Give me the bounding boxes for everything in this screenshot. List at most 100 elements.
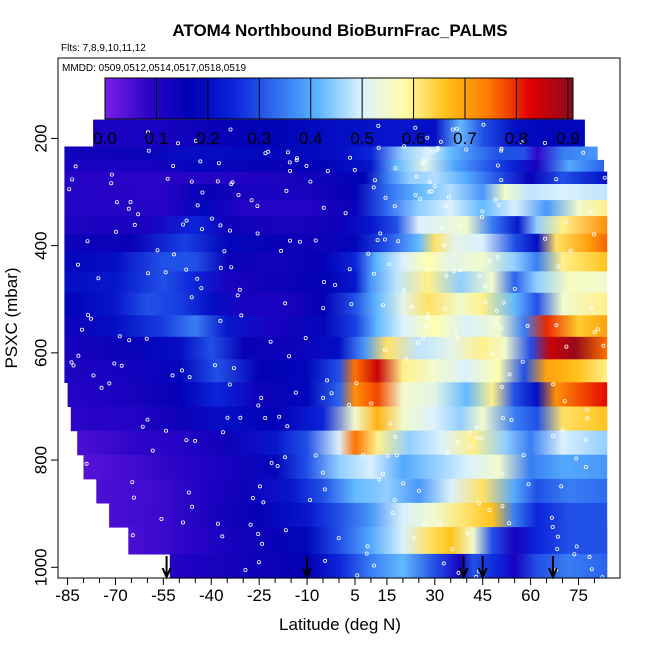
sample-point bbox=[180, 520, 185, 525]
heatmap-layer bbox=[64, 336, 608, 360]
sample-point bbox=[283, 528, 288, 533]
x-tick-label: -55 bbox=[151, 586, 176, 605]
sample-point bbox=[480, 214, 485, 219]
sample-point bbox=[549, 515, 554, 520]
sample-point bbox=[243, 568, 248, 573]
sample-point bbox=[589, 305, 594, 310]
colorbar-tick-label: 0.1 bbox=[145, 129, 169, 148]
sample-point bbox=[159, 517, 164, 522]
sample-point bbox=[425, 267, 430, 272]
sample-point bbox=[499, 148, 504, 153]
heatmap-layer bbox=[96, 478, 608, 504]
sample-point bbox=[70, 177, 75, 182]
sample-point bbox=[509, 417, 514, 422]
x-tick-label: -70 bbox=[103, 586, 128, 605]
chart-title: ATOM4 Northbound BioBurnFrac_PALMS bbox=[172, 21, 507, 40]
sample-point bbox=[323, 558, 328, 563]
sample-point bbox=[76, 353, 81, 358]
colorbar-tick-label: 0.0 bbox=[93, 129, 117, 148]
x-tick-label: 15 bbox=[377, 586, 396, 605]
arrow-head bbox=[548, 567, 558, 580]
sample-point bbox=[285, 424, 290, 429]
sample-point bbox=[490, 352, 495, 357]
sample-point bbox=[288, 168, 293, 173]
sample-point bbox=[584, 464, 589, 469]
sample-point bbox=[435, 147, 440, 152]
sample-point bbox=[308, 497, 313, 502]
y-tick-label: 600 bbox=[31, 339, 50, 367]
sample-point bbox=[212, 363, 217, 368]
y-axis: 200 400 600 800 1000 bbox=[31, 124, 59, 586]
sample-point bbox=[220, 430, 225, 435]
sample-point bbox=[427, 189, 432, 194]
sample-point bbox=[257, 484, 262, 489]
sample-point bbox=[411, 536, 416, 541]
sample-point bbox=[413, 125, 418, 130]
sample-point bbox=[80, 327, 85, 332]
sample-point bbox=[322, 487, 327, 492]
sample-point bbox=[432, 184, 437, 189]
sample-point bbox=[555, 534, 560, 539]
sample-point bbox=[199, 286, 204, 291]
sample-point bbox=[321, 306, 326, 311]
sample-point bbox=[496, 203, 501, 208]
sample-point bbox=[498, 325, 503, 330]
sample-point bbox=[385, 453, 390, 458]
sample-point bbox=[146, 148, 151, 153]
sample-point bbox=[136, 212, 141, 217]
sample-point bbox=[284, 188, 289, 193]
heatmap-layer bbox=[83, 454, 608, 480]
sample-point bbox=[393, 166, 398, 171]
sample-point bbox=[564, 344, 569, 349]
sample-point bbox=[562, 399, 567, 404]
sample-point bbox=[390, 510, 395, 515]
colorbar-gradient bbox=[104, 77, 574, 120]
sample-point bbox=[222, 249, 227, 254]
x-tick-label: 5 bbox=[350, 586, 359, 605]
heatmap-layer bbox=[64, 359, 608, 383]
heatmap-layer bbox=[67, 382, 608, 407]
sample-point bbox=[308, 179, 313, 184]
sample-point bbox=[131, 495, 136, 500]
dates-note: MMDD: 0509,0512,0514,0517,0518,0519 bbox=[62, 63, 246, 74]
y-tick-label: 400 bbox=[31, 231, 50, 259]
sample-point bbox=[455, 335, 460, 340]
sample-point bbox=[443, 203, 448, 208]
sample-point bbox=[416, 340, 421, 345]
x-tick-label: 30 bbox=[425, 586, 444, 605]
sample-point bbox=[285, 150, 290, 155]
sample-point bbox=[392, 204, 397, 209]
sample-point bbox=[550, 525, 555, 530]
sample-point bbox=[248, 522, 253, 527]
sample-point bbox=[425, 135, 430, 140]
sample-point bbox=[483, 300, 488, 305]
sample-point bbox=[393, 434, 398, 439]
sample-point bbox=[483, 284, 488, 289]
sample-point bbox=[542, 140, 547, 145]
heatmap-layer bbox=[70, 406, 608, 432]
sample-point bbox=[457, 223, 462, 228]
sample-point bbox=[190, 504, 195, 509]
y-tick-label: 1000 bbox=[31, 548, 50, 586]
sample-point bbox=[495, 255, 500, 260]
sample-point bbox=[278, 248, 283, 253]
sample-point bbox=[69, 360, 74, 365]
sample-point bbox=[467, 430, 472, 435]
sample-point bbox=[380, 471, 385, 476]
sample-point bbox=[127, 338, 132, 343]
sample-point bbox=[237, 287, 242, 292]
sample-point bbox=[500, 416, 505, 421]
sample-point bbox=[286, 354, 291, 359]
colorbar-tick-label: 0.8 bbox=[505, 129, 529, 148]
sample-point bbox=[170, 373, 175, 378]
colorbar-tick-label: 0.5 bbox=[350, 129, 374, 148]
sample-point bbox=[592, 330, 597, 335]
x-tick-label: 45 bbox=[473, 586, 492, 605]
sample-point bbox=[512, 286, 517, 291]
sample-point bbox=[521, 453, 526, 458]
sample-point bbox=[581, 150, 586, 155]
sample-point bbox=[348, 155, 353, 160]
sample-point bbox=[99, 385, 104, 390]
sample-point bbox=[347, 402, 352, 407]
